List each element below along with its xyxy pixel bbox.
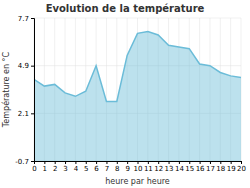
tick-label: 6	[94, 165, 99, 173]
tick-mark	[241, 161, 242, 164]
tick: 9	[125, 161, 129, 173]
tick-mark	[231, 161, 232, 164]
tick-mark	[179, 161, 180, 164]
tick: 7	[105, 161, 109, 173]
tick-label: 20	[237, 165, 246, 173]
tick-label: 15	[185, 165, 194, 173]
grid-line-y	[34, 18, 241, 19]
tick: 5	[84, 161, 88, 173]
line	[34, 32, 241, 102]
area	[34, 32, 241, 161]
tick: 17	[206, 161, 215, 173]
tick-label: 7	[105, 165, 109, 173]
tick: 11	[144, 161, 153, 173]
tick-mark	[31, 161, 34, 162]
tick-mark	[200, 161, 201, 164]
tick-label: 2	[53, 165, 57, 173]
tick-label: 14	[175, 165, 184, 173]
tick-label: 0	[32, 165, 36, 173]
tick-label: 13	[165, 165, 174, 173]
tick-mark	[86, 161, 87, 164]
tick-label: 4	[74, 165, 79, 173]
axis-line	[35, 162, 242, 165]
title: Evolution de la température	[46, 3, 205, 14]
tick-label: 2.1	[18, 110, 29, 118]
tick-mark	[31, 113, 34, 114]
tick: 7.7	[18, 15, 34, 23]
tick: 18	[216, 161, 225, 173]
tick-mark	[189, 161, 190, 164]
tick-mark	[96, 161, 97, 164]
tick-mark	[55, 161, 56, 164]
tick-label: 12	[154, 165, 163, 173]
tick-label: 18	[216, 165, 225, 173]
tick-mark	[127, 161, 128, 164]
tick-label: 9	[125, 165, 129, 173]
tick-label: 17	[206, 165, 215, 173]
y-axis-title: Température en °C	[1, 51, 11, 128]
tick-mark	[220, 161, 221, 164]
tick-label: 19	[227, 165, 236, 173]
chart: 01234567891011121314151617181920-0.72.14…	[0, 0, 250, 188]
tick: 10	[134, 161, 143, 173]
tick: 1	[43, 161, 47, 173]
tick: 20	[237, 161, 246, 173]
tick-mark	[148, 161, 149, 164]
tick: 19	[227, 161, 236, 173]
tick: 0	[32, 161, 36, 173]
tick-label: 5	[84, 165, 88, 173]
tick: 8	[115, 161, 119, 173]
tick: 2	[53, 161, 57, 173]
tick-label: 7.7	[18, 15, 29, 23]
tick-mark	[158, 161, 159, 164]
tick: 15	[185, 161, 194, 173]
grid	[34, 18, 241, 161]
tick-mark	[210, 161, 211, 164]
tick: -0.7	[15, 158, 34, 166]
tick-label: 1	[43, 165, 47, 173]
tick-label: 3	[63, 165, 67, 173]
tick: 16	[196, 161, 205, 173]
x-axis: 01234567891011121314151617181920	[32, 161, 246, 173]
tick-mark	[31, 66, 34, 67]
tick: 3	[63, 161, 67, 173]
marks	[34, 32, 241, 161]
tick: 4.9	[18, 62, 34, 70]
plot: 01234567891011121314151617181920-0.72.14…	[15, 15, 246, 173]
y-axis: -0.7 2.1 4.9 7.7	[15, 15, 34, 166]
tick-mark	[138, 161, 139, 164]
tick-label: 8	[115, 165, 119, 173]
tick-label: 4.9	[18, 62, 29, 70]
tick: 6	[94, 161, 99, 173]
tick-mark	[31, 18, 34, 19]
tick-label: -0.7	[15, 158, 29, 166]
axis-line	[31, 19, 35, 162]
x-axis-title: heure par heure	[105, 177, 170, 186]
tick: 4	[74, 161, 79, 173]
tick-mark	[65, 161, 66, 164]
tick-mark	[169, 161, 170, 164]
tick-label: 11	[144, 165, 153, 173]
tick: 14	[175, 161, 184, 173]
tick: 2.1	[18, 110, 34, 118]
tick: 13	[165, 161, 174, 173]
tick-label: 16	[196, 165, 205, 173]
tick-mark	[117, 161, 118, 164]
tick-mark	[106, 161, 107, 164]
tick: 12	[154, 161, 163, 173]
tick-mark	[44, 161, 45, 164]
tick-label: 10	[134, 165, 143, 173]
tick-mark	[75, 161, 76, 164]
